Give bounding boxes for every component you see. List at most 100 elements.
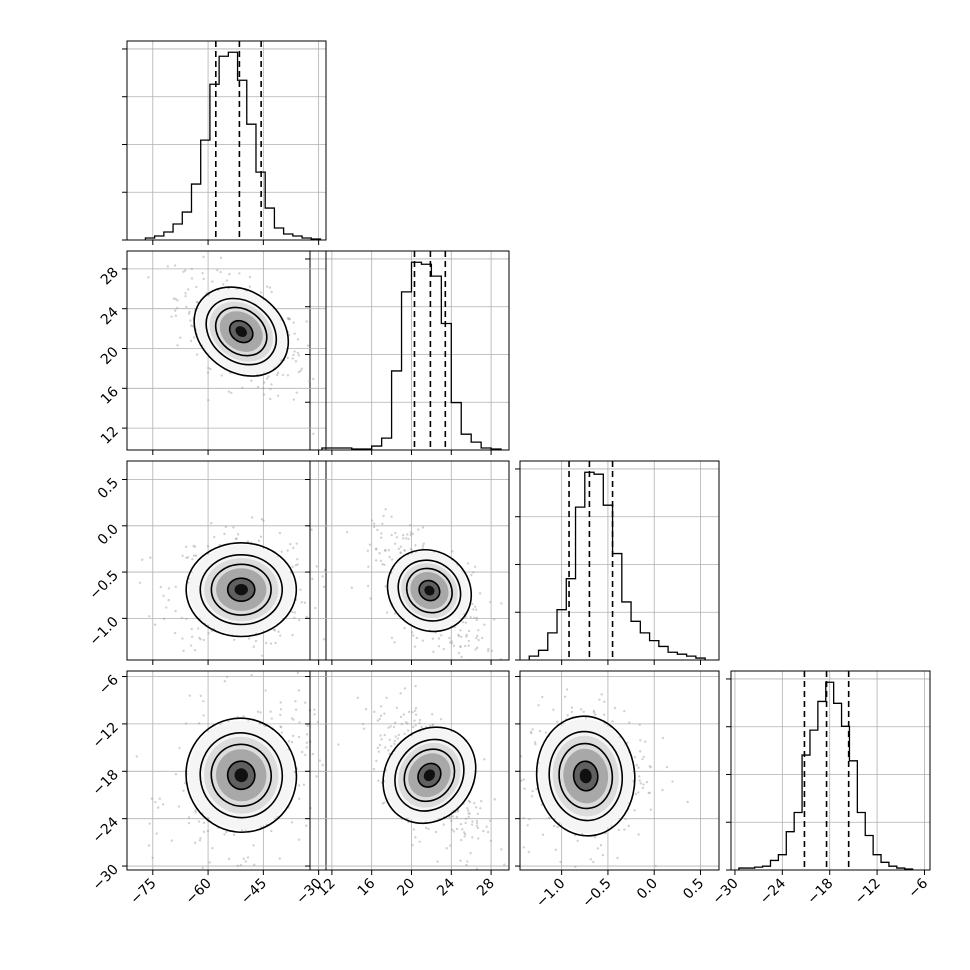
scatter-point bbox=[211, 280, 214, 283]
scatter-point bbox=[165, 606, 168, 609]
scatter-point bbox=[482, 829, 485, 833]
scatter-point bbox=[379, 734, 382, 737]
scatter-point bbox=[403, 549, 406, 552]
scatter-point bbox=[150, 797, 154, 800]
scatter-point bbox=[520, 755, 523, 758]
scatter-point bbox=[225, 830, 228, 834]
scatter-point bbox=[269, 710, 272, 713]
scatter-point bbox=[431, 723, 434, 726]
axes-frame bbox=[309, 460, 510, 661]
scatter-point bbox=[182, 270, 185, 273]
scatter-point bbox=[628, 721, 631, 724]
scatter-point bbox=[599, 843, 603, 847]
scatter-point bbox=[449, 844, 452, 847]
scatter-point bbox=[378, 717, 382, 721]
scatter-point bbox=[381, 802, 385, 805]
scatter-point bbox=[181, 554, 184, 558]
scatter-point bbox=[467, 639, 471, 643]
scatter-point bbox=[269, 387, 272, 391]
scatter-point bbox=[467, 644, 470, 647]
scatter-point bbox=[174, 773, 178, 776]
scatter-point bbox=[194, 811, 197, 814]
scatter-point bbox=[290, 717, 294, 720]
contour-line bbox=[228, 319, 254, 344]
scatter-point bbox=[418, 718, 422, 722]
scatter-point bbox=[412, 725, 415, 729]
scatter-point bbox=[409, 531, 412, 534]
scatter-point bbox=[627, 824, 630, 828]
scatter-point bbox=[377, 779, 380, 783]
density-fill bbox=[579, 768, 592, 784]
scatter-point bbox=[312, 377, 315, 381]
scatter-point bbox=[269, 642, 273, 645]
scatter-point bbox=[390, 636, 394, 640]
scatter-point bbox=[411, 843, 414, 847]
scatter-point bbox=[387, 749, 390, 752]
scatter-point bbox=[451, 815, 455, 818]
scatter-point bbox=[409, 547, 413, 551]
scatter-point bbox=[671, 780, 674, 783]
scatter-point bbox=[445, 847, 448, 850]
scatter-point bbox=[167, 587, 171, 590]
scatter-point bbox=[295, 391, 298, 394]
scatter-point bbox=[305, 320, 308, 323]
scatter-point bbox=[379, 705, 383, 708]
scatter-point bbox=[197, 820, 201, 823]
scatter-point bbox=[452, 830, 456, 833]
contour-line bbox=[397, 559, 462, 622]
scatter-point bbox=[206, 829, 210, 833]
scatter-point bbox=[194, 809, 197, 812]
density-fill bbox=[234, 768, 248, 783]
scatter-point bbox=[321, 763, 324, 767]
scatter-point bbox=[185, 617, 188, 621]
scatter-point bbox=[460, 655, 463, 659]
scatter-point bbox=[305, 615, 309, 619]
scatter-point bbox=[184, 545, 188, 548]
scatter-point bbox=[193, 841, 197, 845]
scatter-point bbox=[322, 585, 326, 589]
scatter-point bbox=[270, 290, 273, 294]
scatter-point bbox=[547, 816, 551, 820]
contour-line bbox=[214, 306, 268, 357]
scatter-point bbox=[464, 817, 468, 820]
scatter-point bbox=[654, 864, 657, 868]
scatter-point bbox=[421, 526, 425, 529]
scatter-point bbox=[223, 532, 226, 536]
scatter-point bbox=[303, 601, 307, 604]
scatter-point bbox=[649, 766, 652, 769]
scatter-point bbox=[538, 873, 540, 875]
scatter-point bbox=[466, 562, 470, 565]
scatter-point bbox=[431, 637, 435, 640]
x-tick-label: −60 bbox=[183, 876, 215, 908]
scatter-point bbox=[463, 644, 467, 648]
scatter-point bbox=[177, 805, 181, 808]
scatter-point bbox=[556, 720, 559, 723]
scatter-point bbox=[456, 810, 460, 813]
scatter-point bbox=[176, 299, 179, 302]
scatter-point bbox=[403, 626, 406, 630]
scatter-point bbox=[414, 684, 417, 688]
scatter-point bbox=[383, 549, 387, 552]
scatter-point bbox=[201, 271, 204, 275]
scatter-point bbox=[637, 766, 640, 769]
scatter-point bbox=[535, 787, 538, 791]
scatter-point bbox=[297, 354, 301, 357]
scatter-point bbox=[216, 268, 219, 272]
scatter-point bbox=[406, 729, 410, 732]
scatter-point bbox=[642, 755, 645, 758]
scatter-point bbox=[475, 819, 479, 823]
scatter-point bbox=[375, 547, 378, 550]
scatter-point bbox=[483, 623, 486, 626]
scatter-point bbox=[290, 821, 294, 824]
scatter-point bbox=[279, 725, 283, 729]
scatter-point bbox=[170, 315, 173, 318]
scatter-point bbox=[184, 269, 187, 272]
scatter-point bbox=[523, 645, 525, 647]
scatter-point bbox=[310, 528, 313, 531]
scatter-point bbox=[220, 707, 222, 709]
scatter-point bbox=[304, 701, 307, 704]
scatter-point bbox=[172, 297, 176, 300]
scatter-point bbox=[616, 856, 619, 860]
scatter-point bbox=[184, 294, 187, 298]
x-tick-label: −75 bbox=[127, 876, 159, 908]
